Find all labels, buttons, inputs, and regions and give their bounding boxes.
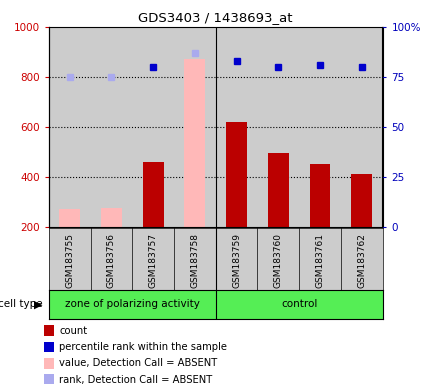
Text: ▶: ▶ xyxy=(34,299,42,310)
Text: control: control xyxy=(281,299,317,310)
Text: GSM183757: GSM183757 xyxy=(149,233,158,288)
Bar xyxy=(184,59,205,227)
Text: value, Detection Call = ABSENT: value, Detection Call = ABSENT xyxy=(59,358,218,368)
Bar xyxy=(101,208,122,227)
Text: GSM183760: GSM183760 xyxy=(274,233,283,288)
Text: rank, Detection Call = ABSENT: rank, Detection Call = ABSENT xyxy=(59,375,212,384)
Bar xyxy=(299,27,341,227)
Title: GDS3403 / 1438693_at: GDS3403 / 1438693_at xyxy=(139,11,293,24)
Bar xyxy=(226,122,247,227)
Bar xyxy=(215,27,258,227)
Bar xyxy=(44,326,54,336)
Text: count: count xyxy=(59,326,87,336)
Bar xyxy=(143,162,164,227)
Text: GSM183761: GSM183761 xyxy=(315,233,324,288)
Bar xyxy=(44,342,54,352)
Text: GSM183762: GSM183762 xyxy=(357,233,366,288)
Bar xyxy=(49,290,215,319)
Text: GSM183755: GSM183755 xyxy=(65,233,74,288)
Bar xyxy=(60,209,80,227)
Bar xyxy=(49,27,91,227)
Text: zone of polarizing activity: zone of polarizing activity xyxy=(65,299,200,310)
Bar xyxy=(91,27,132,227)
Bar xyxy=(341,27,382,227)
Bar xyxy=(44,358,54,369)
Bar xyxy=(258,27,299,227)
Bar xyxy=(132,27,174,227)
Bar xyxy=(44,374,54,384)
Text: cell type: cell type xyxy=(0,299,42,310)
Text: GSM183758: GSM183758 xyxy=(190,233,199,288)
Bar xyxy=(351,174,372,227)
Text: GSM183756: GSM183756 xyxy=(107,233,116,288)
Bar xyxy=(215,290,382,319)
Text: percentile rank within the sample: percentile rank within the sample xyxy=(59,342,227,352)
Bar xyxy=(309,164,330,227)
Bar xyxy=(268,153,289,227)
Text: GSM183759: GSM183759 xyxy=(232,233,241,288)
Bar xyxy=(174,27,215,227)
